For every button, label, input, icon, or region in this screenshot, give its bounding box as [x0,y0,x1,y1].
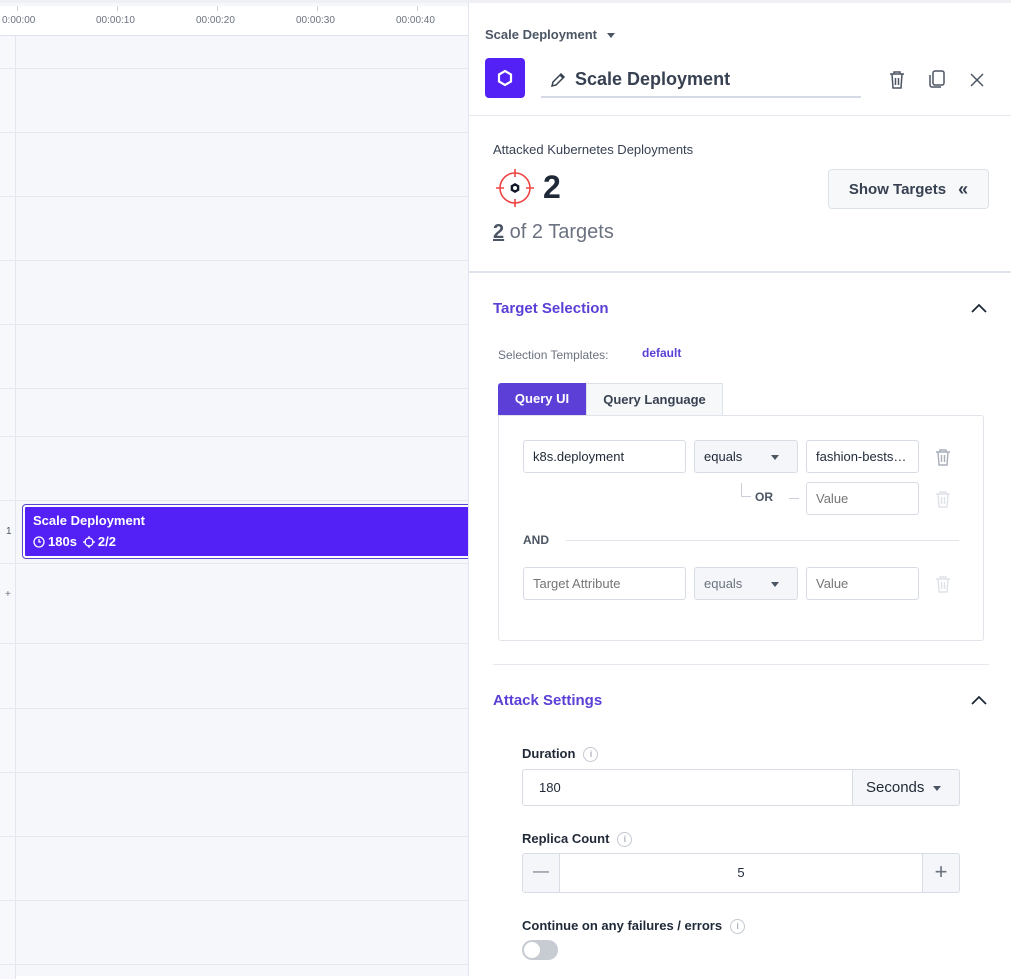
duration-unit-value: Seconds [866,779,925,796]
increment-button[interactable]: + [922,853,960,893]
step-duration: 180s [48,534,77,549]
tick-label: 00:00:20 [196,15,235,26]
attack-settings-heading: Attack Settings [493,692,603,709]
chevron-up-icon[interactable] [970,694,988,706]
row-number: 1 [6,526,12,537]
step-type-icon [485,58,525,98]
tick-label: 00:00:10 [96,15,135,26]
trash-icon[interactable] [935,575,951,593]
tick-label: 0:00:00 [2,15,36,26]
trash-icon[interactable] [888,70,906,90]
value-input[interactable]: fashion-bests… [806,440,919,473]
tab-query-ui[interactable]: Query UI [498,383,586,415]
duration-label: Duration [522,746,576,761]
tab-query-language[interactable]: Query Language [586,383,723,416]
selected-targets-link[interactable]: 2 [493,221,505,243]
tick-label: 00:00:40 [396,15,435,26]
pencil-icon [550,72,566,87]
caret-down-icon [606,33,615,39]
caret-down-icon [771,455,779,460]
target-selection-heading: Target Selection [493,300,609,317]
info-icon[interactable]: i [730,919,746,935]
targets-label: Attacked Kubernetes Deployments [493,142,694,157]
title-input[interactable]: Scale Deployment [541,63,861,98]
row-gutter [0,36,16,979]
breadcrumb-label: Scale Deployment [485,27,597,42]
caret-down-icon [932,785,941,791]
target-crosshair-icon [496,169,534,207]
step-breadcrumb-dropdown[interactable]: Scale Deployment [485,27,615,42]
attribute-input[interactable] [523,567,686,600]
info-icon[interactable]: i [583,747,599,763]
attribute-input[interactable]: k8s.deployment [523,440,686,473]
chevrons-left-icon: « [958,178,969,199]
or-label: OR [755,490,773,504]
caret-down-icon [771,582,779,587]
step-config-panel: Scale Deployment Scale Deployment Attack… [468,0,1011,976]
target-icon [82,535,95,548]
target-count: 2 [543,169,561,205]
selection-template-link[interactable]: default [642,346,682,360]
replica-count-label: Replica Count [522,831,610,846]
or-value-input[interactable] [806,482,919,515]
step-scale-deployment[interactable]: Scale Deployment 180s 2/2 [22,504,474,559]
continue-on-failure-toggle[interactable] [522,940,558,960]
duration-input[interactable]: 180 [522,769,853,806]
decrement-button[interactable]: — [522,853,560,893]
replica-count-input[interactable]: 5 [559,853,923,893]
show-targets-button[interactable]: Show Targets « [828,169,989,209]
trash-icon[interactable] [935,448,951,466]
duplicate-icon[interactable] [927,69,947,89]
and-label: AND [523,533,549,547]
duration-unit-select[interactable]: Seconds [852,769,960,806]
continue-on-failure-label: Continue on any failures / errors [522,918,723,933]
chevron-up-icon[interactable] [970,302,988,314]
close-icon[interactable] [969,72,985,88]
targets-total: of 2 Targets [504,221,614,243]
selection-templates-label: Selection Templates: [498,348,609,362]
step-title: Scale Deployment [575,69,731,89]
show-targets-label: Show Targets [848,180,947,198]
targets-summary: 2 of 2 Targets [493,221,614,244]
trash-icon[interactable] [935,490,951,508]
operator-select[interactable]: equals [694,440,798,473]
add-row-button[interactable]: + [5,589,11,600]
hexagon-icon [497,69,513,87]
step-targets: 2/2 [97,534,116,549]
info-icon[interactable]: i [617,832,633,848]
step-title: Scale Deployment [33,513,145,528]
timeline: 0:00:00 00:00:10 00:00:20 00:00:30 00:00… [0,0,474,979]
query-builder [498,415,984,641]
operator-value: equals [704,449,743,464]
operator-value: equals [704,576,743,591]
value-input[interactable] [806,567,919,600]
operator-select[interactable]: equals [694,567,798,600]
tick-label: 00:00:30 [296,15,335,26]
time-ruler: 0:00:00 00:00:10 00:00:20 00:00:30 00:00… [0,6,468,36]
clock-icon [33,535,45,548]
